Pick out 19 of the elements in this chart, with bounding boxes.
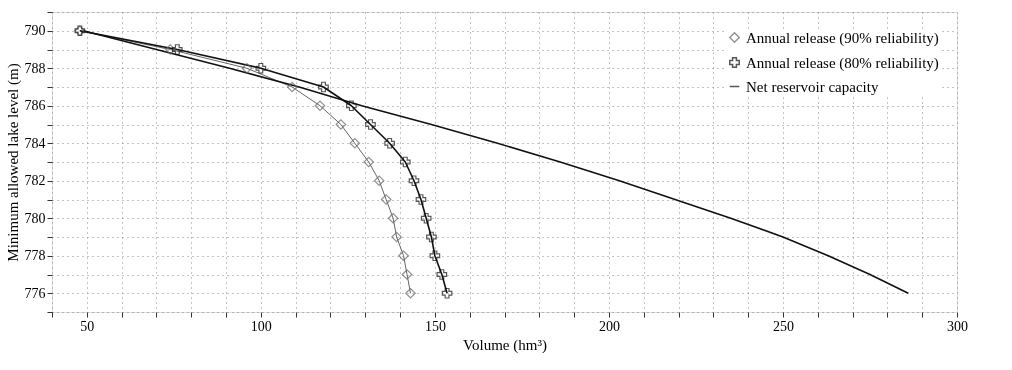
x-axis-title: Volume (hm³): [463, 336, 547, 354]
legend-label: Net reservoir capacity: [746, 78, 879, 95]
y-tick-label: 776: [24, 285, 46, 301]
x-tick-label: 100: [250, 318, 272, 334]
x-tick-label: 200: [598, 318, 620, 334]
y-tick-label: 790: [24, 23, 46, 39]
x-tick-label: 250: [772, 318, 794, 334]
y-tick-label: 784: [24, 135, 46, 151]
y-axis-title: Minimum allowed lake level (m): [4, 63, 22, 262]
x-tick-label: 150: [424, 318, 446, 334]
y-tick-label: 778: [24, 248, 46, 264]
y-tick-label: 782: [24, 173, 46, 189]
x-tick-label: 50: [80, 318, 95, 334]
y-tick-label: 788: [24, 60, 46, 76]
y-tick-label: 786: [24, 98, 46, 114]
y-tick-label: 780: [24, 210, 46, 226]
legend-label: Annual release (90% reliability): [746, 29, 939, 47]
legend-label: Annual release (80% reliability): [746, 54, 939, 72]
x-tick-label: 300: [947, 318, 968, 334]
